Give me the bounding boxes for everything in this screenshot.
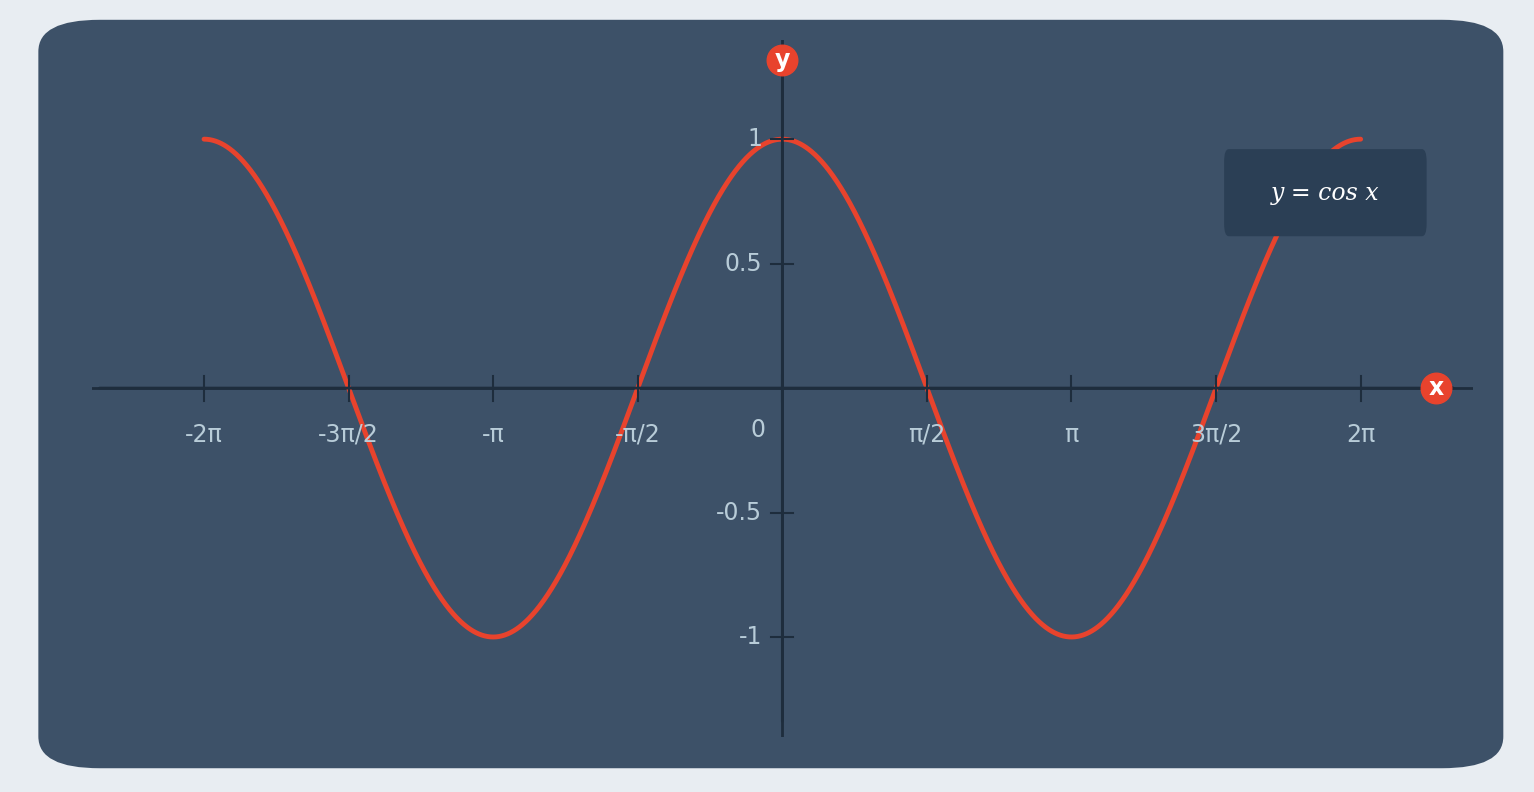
Text: -π: -π [482, 423, 505, 447]
Text: 0: 0 [750, 418, 765, 442]
Text: -2π: -2π [186, 423, 222, 447]
Text: π: π [1065, 423, 1078, 447]
Text: -π/2: -π/2 [615, 423, 661, 447]
Text: -3π/2: -3π/2 [318, 423, 379, 447]
FancyBboxPatch shape [1224, 149, 1427, 236]
Text: x: x [1428, 376, 1443, 400]
Text: -1: -1 [739, 625, 762, 649]
Text: π/2: π/2 [908, 423, 945, 447]
Text: 3π/2: 3π/2 [1190, 423, 1243, 447]
Text: -0.5: -0.5 [716, 501, 762, 524]
Text: 0.5: 0.5 [724, 252, 762, 276]
Text: y: y [775, 48, 790, 71]
Text: y = cos x: y = cos x [1272, 182, 1379, 205]
Text: 2π: 2π [1345, 423, 1376, 447]
Text: 1: 1 [747, 128, 762, 151]
